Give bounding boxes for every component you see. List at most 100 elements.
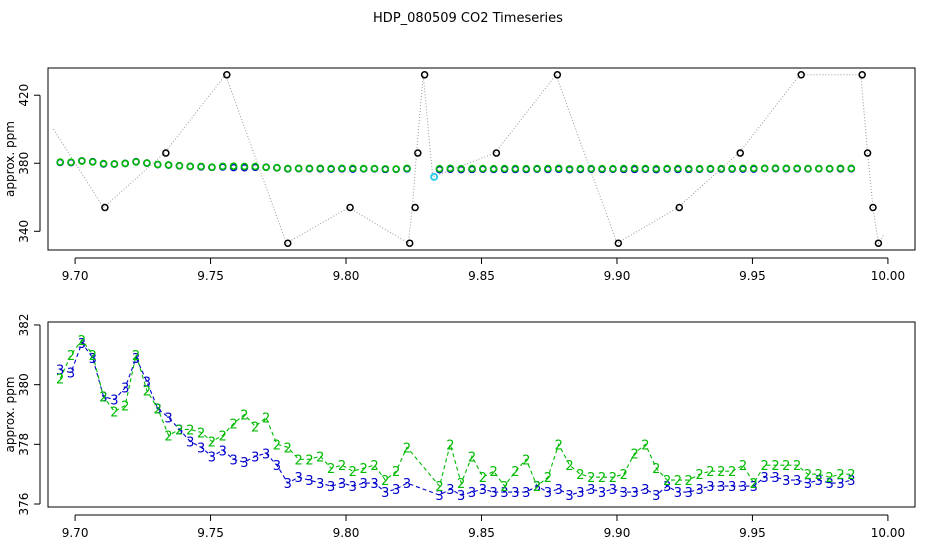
green-point: [99, 159, 108, 168]
green-point: [782, 164, 791, 173]
series-2-marker: 2: [815, 468, 823, 483]
series-2-marker: 2: [78, 334, 86, 349]
green-point: [56, 158, 64, 166]
y-tick-label: 382: [17, 314, 31, 337]
series-2-marker: 2: [284, 441, 292, 456]
series-3-marker: 3: [750, 480, 758, 495]
series-3-marker: 3: [121, 382, 129, 397]
green-point: [88, 158, 97, 166]
green-point: [576, 164, 585, 173]
series-2-marker: 2: [728, 465, 736, 480]
series-2-marker: 2: [99, 391, 107, 406]
series-3-marker: 3: [143, 376, 151, 391]
series-2-marker: 2: [338, 459, 346, 474]
series-2-marker: 2: [327, 462, 335, 477]
series-3-marker: 3: [338, 477, 346, 492]
series-3-marker: 3: [652, 489, 660, 504]
series-2-marker: 2: [403, 441, 411, 456]
green-point: [825, 164, 834, 173]
series-2-marker: 2: [641, 438, 649, 453]
green-point: [793, 164, 801, 173]
series-2-marker: 2: [587, 471, 595, 486]
series-3-marker: 3: [78, 337, 86, 352]
green-point: [749, 164, 758, 173]
outlier-point: [346, 203, 354, 212]
green-point: [121, 159, 130, 168]
series-2-marker: 2: [392, 465, 400, 480]
green-point: [684, 164, 693, 173]
green-point: [240, 162, 249, 171]
green-point: [435, 164, 444, 173]
green-point: [717, 164, 726, 173]
series-2-marker: 2: [110, 406, 118, 421]
green-point: [630, 164, 639, 173]
green-point: [349, 164, 357, 173]
series-3-marker: 3: [706, 480, 714, 495]
series-3-marker: 3: [229, 453, 237, 468]
outlier-point: [101, 203, 109, 212]
green-point: [522, 164, 531, 173]
series-3-marker: 3: [782, 474, 790, 489]
series-2-marker: 2: [349, 465, 357, 480]
series-2-marker: 2: [771, 459, 779, 474]
series-2-marker: 2: [630, 447, 638, 462]
series-2-marker: 2: [262, 411, 270, 426]
outlier-point: [614, 239, 623, 247]
green-point: [771, 164, 780, 172]
y-tick-label: 420: [17, 84, 31, 107]
series-3-marker: 3: [446, 483, 454, 498]
green-point: [316, 164, 325, 173]
series-3-marker: 3: [620, 486, 628, 501]
series-2-marker: 2: [674, 474, 682, 489]
series-3-marker: 3: [826, 477, 834, 492]
green-point: [609, 164, 617, 173]
series-3-marker: 3: [251, 450, 259, 465]
green-point: [143, 159, 151, 167]
plot-frame: [47, 321, 916, 508]
series-3-marker: 3: [457, 489, 465, 504]
green-point: [175, 161, 184, 170]
raw-trace-line: [52, 73, 885, 245]
series-3-marker: 3: [522, 486, 530, 501]
series-3-marker: 3: [663, 480, 671, 495]
green-point: [706, 164, 715, 173]
series-2-marker: 2: [717, 465, 725, 480]
outlier-point: [223, 71, 231, 79]
y-tick-label: 340: [17, 220, 31, 243]
series-2-marker: 2: [240, 409, 248, 424]
y-axis-label: approx. ppm: [3, 121, 17, 197]
bottom-panel: 9.70 9.75 9.80 9.85 9.90 9.95 10.00 376 378 380 38…: [3, 314, 916, 540]
x-tick-label: 9.80: [333, 269, 360, 283]
outlier-point: [553, 71, 562, 79]
series-2-marker: 2: [620, 468, 628, 483]
series-3-marker: 3: [305, 474, 313, 489]
green-point: [695, 164, 704, 173]
series-2-marker: 2: [652, 462, 660, 477]
series-2-marker: 2: [67, 349, 75, 364]
green-point: [674, 164, 682, 173]
y-tick-label: 380: [17, 373, 31, 396]
green-point: [587, 164, 596, 173]
green-point: [446, 164, 455, 173]
x-tick-label: 9.85: [468, 526, 495, 540]
series-3-marker: 3: [479, 483, 487, 498]
series-2-marker: 2: [197, 426, 205, 441]
outlier-point: [492, 149, 501, 157]
series-3-marker: 3: [695, 483, 703, 498]
series-2-marker: 2: [121, 400, 129, 415]
series-2-marker: 2: [555, 438, 563, 453]
series-2-marker: 2: [706, 465, 714, 480]
series-3-marker: 3: [273, 459, 281, 474]
series-3-marker: 3: [576, 486, 584, 501]
x-tick-label: 9.80: [333, 526, 360, 540]
series-2-marker: 2: [511, 465, 519, 480]
outlier-point: [874, 239, 883, 247]
series-3-marker: 3: [847, 474, 855, 489]
green-point: [663, 164, 671, 173]
outlier-point: [420, 71, 429, 79]
series-2-marker: 2: [847, 468, 855, 483]
series-2-marker: 2: [381, 474, 389, 489]
series-2-marker: 2: [89, 349, 97, 364]
series-3-marker: 3: [392, 483, 400, 498]
